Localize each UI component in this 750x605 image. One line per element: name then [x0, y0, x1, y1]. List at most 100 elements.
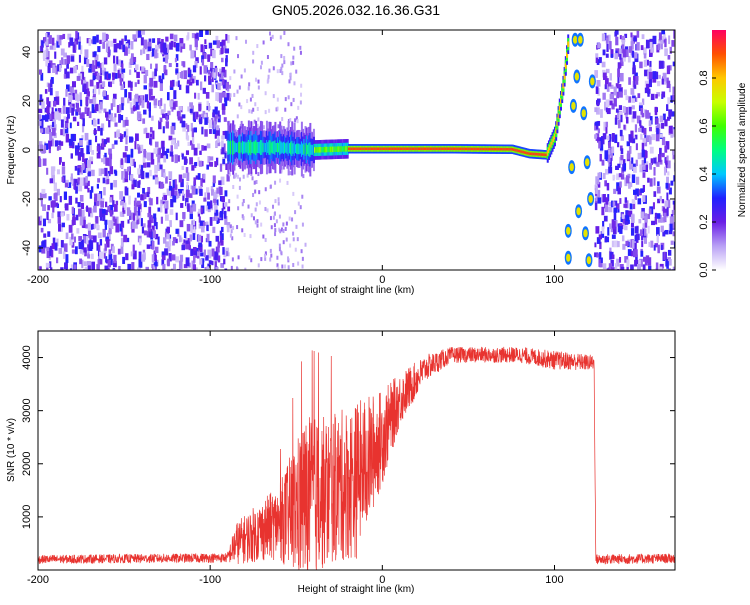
spectrogram-noise-cell: [647, 225, 650, 234]
spectrogram-noise-cell: [108, 253, 113, 260]
spectrogram-noise-cell: [622, 106, 626, 113]
spectrogram-noise-cell: [636, 30, 640, 38]
spectrogram-noise-cell: [618, 91, 623, 98]
spectrogram-noise-cell: [626, 215, 630, 222]
spectrogram-noise-cell: [163, 155, 167, 163]
spectrogram-core-cell: [405, 147, 408, 151]
spectrogram-noise-cell: [214, 215, 218, 221]
spectrogram-noise-cell: [47, 125, 52, 134]
spectrogram-core-cell: [385, 147, 388, 151]
spectrogram-core-cell: [422, 147, 425, 151]
spectrogram-noise-cell: [46, 167, 49, 175]
spectrogram-noise-cell: [149, 169, 152, 177]
spectrogram-noise-cell: [655, 133, 660, 142]
spectrogram-noise-cell: [673, 204, 675, 210]
colorbar-tick-label: 0.8: [698, 70, 710, 85]
spectrogram-noise-cell: [136, 71, 140, 79]
spectrogram-noise-cell: [616, 268, 619, 270]
spectrogram-noise-cell: [604, 78, 609, 86]
spectrogram-noise-cell: [615, 30, 619, 35]
spectrogram-noise-cell: [613, 188, 617, 194]
spectrogram-noise-cell: [645, 110, 649, 119]
spectrogram-noise-cell: [125, 253, 129, 261]
spectrogram-noise-cell: [164, 47, 168, 55]
spectrogram-noise-cell: [161, 146, 165, 155]
spectrogram-noise-cell: [170, 268, 174, 270]
spectrogram-noise-cell: [647, 90, 650, 97]
spectrogram-faint-cell: [280, 54, 283, 59]
spectrogram-noise-cell: [224, 268, 228, 270]
spectrogram-noise-cell: [137, 95, 141, 103]
spectrogram-noise-cell: [626, 259, 630, 268]
spectrogram-noise-cell: [39, 141, 43, 147]
spectrogram-core-cell: [337, 146, 340, 152]
spectrogram-noise-cell: [56, 34, 60, 42]
spectrogram-noise-cell: [656, 92, 661, 97]
spectrogram-noise-cell: [94, 54, 99, 61]
spectrogram-noise-cell: [70, 264, 75, 270]
spectrogram-faint-cell: [295, 69, 298, 74]
spectrogram-noise-cell: [110, 40, 114, 47]
spectrogram-noise-cell: [93, 205, 97, 213]
spectrogram-noise-cell: [111, 143, 115, 149]
spectrogram-core-cell: [296, 143, 299, 154]
spectrogram-faint-cell: [254, 77, 257, 82]
spectrogram-noise-cell: [632, 111, 637, 119]
spectrogram-noise-cell: [612, 221, 616, 230]
spectrogram-noise-cell: [119, 77, 123, 86]
spectrogram-noise-cell: [127, 98, 130, 104]
spectrogram-noise-cell: [90, 240, 94, 250]
spectrogram-noise-cell: [220, 262, 225, 268]
spectrogram-faint-cell: [248, 255, 251, 260]
spectrogram-core-cell: [326, 146, 329, 153]
spectrogram-noise-cell: [611, 267, 615, 270]
spectrogram-core-cell: [292, 143, 295, 154]
spectrogram-noise-cell: [46, 32, 50, 38]
spectrogram-noise-cell: [182, 173, 187, 179]
spectrogram-noise-cell: [80, 99, 83, 107]
spectrogram-noise-cell: [628, 181, 631, 189]
spectrogram-noise-cell: [594, 107, 598, 113]
spectrogram-core-cell: [284, 142, 287, 154]
spectrogram-noise-cell: [169, 42, 173, 50]
spectrogram-noise-cell: [146, 53, 150, 61]
spectrogram-noise-cell: [170, 198, 174, 208]
spectrogram-noise-cell: [103, 187, 106, 196]
spectrogram-noise-cell: [225, 33, 228, 41]
spectrogram-noise-cell: [189, 213, 193, 220]
spectrogram-faint-cell: [260, 60, 263, 65]
spectrogram-noise-cell: [140, 95, 144, 102]
spectrogram-noise-cell: [594, 252, 599, 258]
spectrogram-noise-cell: [628, 77, 631, 85]
spectrogram-noise-cell: [181, 120, 185, 128]
spectrogram-noise-cell: [150, 63, 153, 69]
spectrogram-noise-cell: [175, 238, 178, 244]
spectrogram-noise-cell: [597, 172, 602, 178]
spectrogram-noise-cell: [133, 213, 136, 222]
spectrogram-faint-cell: [237, 269, 240, 270]
spectrogram-noise-cell: [662, 230, 666, 237]
spectrogram-core-cell: [364, 147, 367, 151]
spectrogram-noise-cell: [71, 107, 75, 116]
spectrogram-noise-cell: [652, 202, 655, 210]
spectrogram-faint-cell: [266, 79, 269, 84]
spectrogram-noise-cell: [105, 157, 110, 166]
spectrogram-noise-cell: [223, 202, 228, 207]
spectrogram-faint-cell: [269, 216, 272, 221]
spectrogram-noise-cell: [79, 216, 84, 226]
spectrogram-core-cell: [476, 147, 479, 151]
spectrogram-noise-cell: [640, 211, 645, 219]
spectrogram-noise-cell: [644, 150, 648, 158]
spectrogram-noise-cell: [217, 135, 220, 143]
spectrogram-noise-cell: [601, 136, 605, 145]
spectrogram-noise-cell: [168, 63, 172, 68]
spectrogram-faint-cell: [287, 265, 290, 270]
spectrogram-core-cell: [557, 113, 560, 119]
spectrogram-noise-cell: [123, 81, 126, 89]
spectrogram-core-cell: [416, 147, 419, 151]
spectrogram-noise-cell: [605, 153, 608, 161]
spectrogram-noise-cell: [614, 263, 618, 270]
spectrogram-noise-cell: [158, 147, 162, 155]
